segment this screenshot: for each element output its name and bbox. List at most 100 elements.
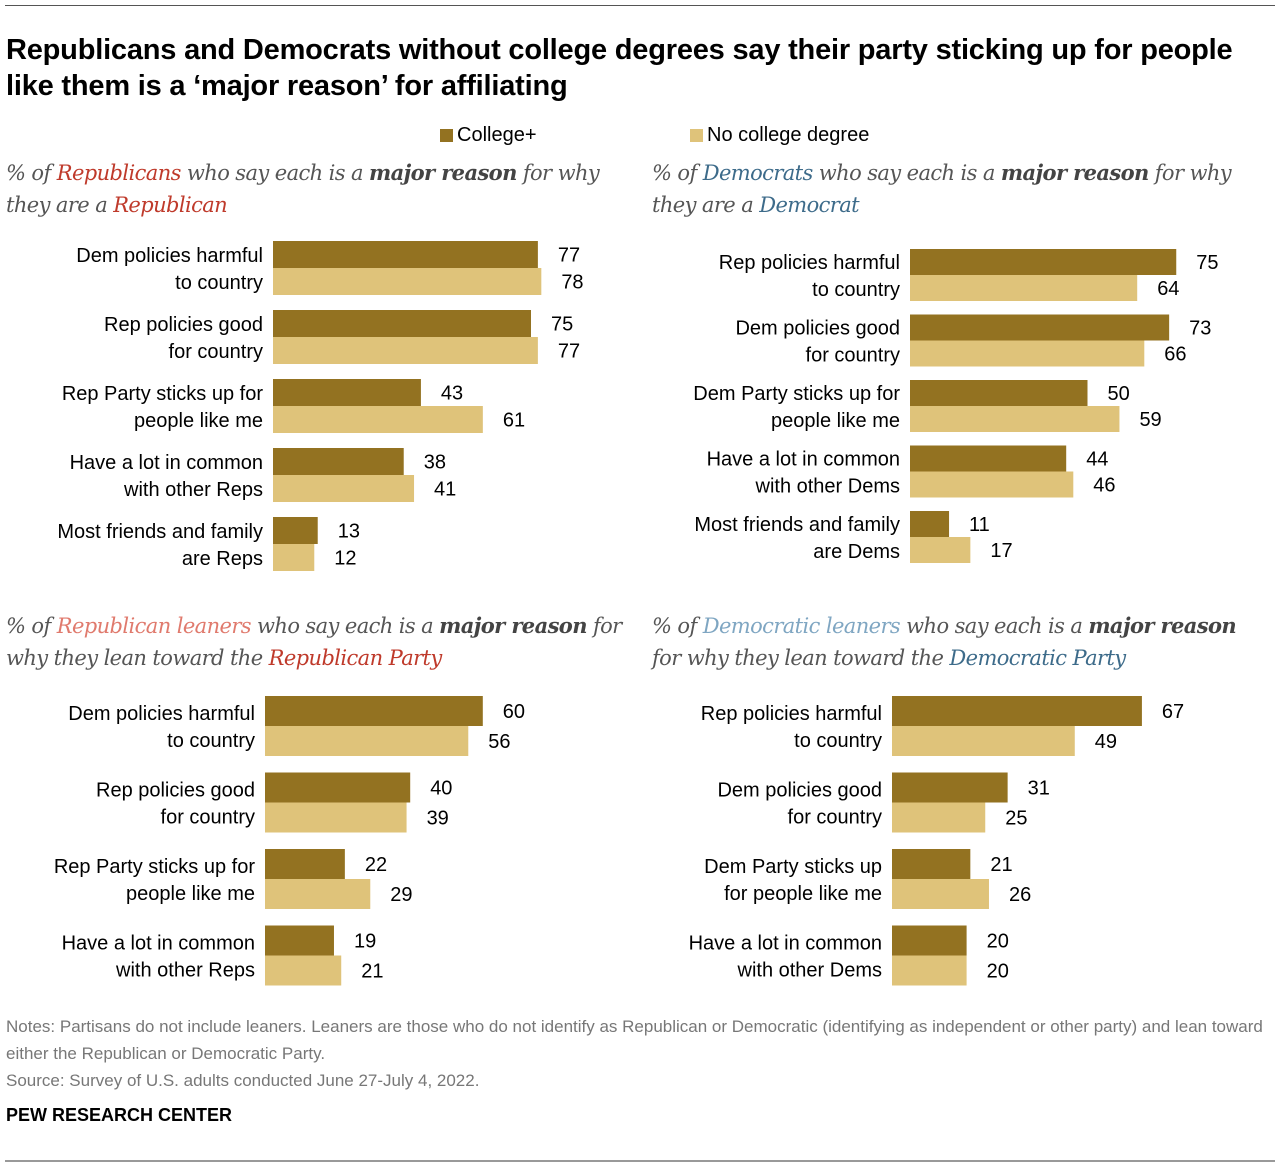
data-label: 20	[987, 931, 1009, 953]
data-label: 78	[561, 272, 583, 294]
chart-republican-leaners: Dem policies harmful to country 60 56 Rep po…	[54, 696, 525, 986]
bar-college	[892, 925, 967, 956]
subtitle-republicans: % of Republicans who say each is a major…	[6, 157, 616, 221]
bar-no-college	[273, 544, 315, 571]
category-label: Dem policies harmful to country	[76, 245, 263, 294]
data-label: 73	[1189, 318, 1211, 340]
bar-college	[265, 849, 345, 879]
bottom-rule	[5, 1160, 1275, 1162]
category-label: Dem policies good for country	[735, 318, 900, 367]
bar-college	[910, 445, 1067, 472]
bar-college	[910, 314, 1170, 341]
category-label-line: Dem Party sticks up for	[693, 383, 900, 405]
category-label-line: with other Dems	[737, 960, 883, 982]
subtitle-text: % of	[6, 614, 57, 638]
category-label: Dem policies harmful to country	[68, 703, 255, 752]
category-label-line: Dem policies harmful	[68, 703, 255, 725]
category-label: Rep Party sticks up for people like me	[62, 383, 264, 432]
category-label-line: are Reps	[182, 548, 263, 570]
bar-college	[910, 249, 1177, 275]
subtitle-group: Republicans	[56, 161, 182, 185]
bar-group: Dem policies harmful to country 77 78	[76, 241, 584, 295]
subtitle-text: who say each is a	[812, 161, 1001, 185]
subtitle-party: Republican	[113, 193, 228, 217]
category-label-line: with other Reps	[115, 960, 255, 982]
category-label-line: for country	[169, 341, 263, 363]
bar-group: Have a lot in common with other Dems 44 46	[707, 445, 1116, 498]
data-label: 59	[1139, 409, 1161, 431]
bar-group: Dem policies harmful to country 60 56	[68, 696, 525, 756]
data-label: 40	[430, 778, 452, 800]
notes: Notes: Partisans do not include leaners.…	[6, 1013, 1266, 1094]
subtitle-democrats: % of Democrats who say each is a major r…	[652, 157, 1280, 221]
category-label-line: to country	[794, 730, 882, 752]
category-label-line: Rep policies good	[104, 314, 263, 336]
data-label: 29	[390, 884, 412, 906]
data-label: 75	[551, 314, 573, 336]
category-label-line: people like me	[126, 883, 255, 905]
legend-label-college: College+	[457, 124, 537, 146]
subtitle-text: % of	[6, 161, 57, 185]
data-label: 31	[1028, 778, 1050, 800]
bar-no-college	[265, 726, 469, 756]
data-label: 21	[990, 854, 1012, 876]
chart-republicans: Dem policies harmful to country 77 78 Rep po…	[57, 241, 584, 571]
chart-democratic-leaners: Rep policies harmful to country 67 49 Dem po…	[689, 696, 1184, 986]
bar-no-college	[265, 955, 342, 986]
legend-item-college: College+	[440, 124, 537, 147]
category-label-line: are Dems	[813, 541, 900, 563]
bar-no-college	[892, 955, 967, 986]
category-label-line: Dem policies good	[717, 780, 882, 802]
category-label-line: Most friends and family	[57, 521, 263, 543]
category-label-line: Have a lot in common	[70, 452, 263, 474]
subtitle-text: for why they lean toward the	[652, 646, 950, 670]
category-label-line: with other Reps	[123, 479, 263, 501]
bar-college	[273, 241, 538, 268]
data-label: 66	[1164, 344, 1186, 366]
category-label: Dem Party sticks up for people like me	[704, 856, 882, 905]
bar-group: Rep Party sticks up for people like me 43 6…	[62, 379, 525, 433]
bar-college	[273, 448, 404, 475]
brand-logo-text: PEW RESEARCH CENTER	[6, 1105, 233, 1125]
bar-no-college	[910, 471, 1074, 498]
bar-no-college	[910, 537, 971, 563]
subtitle-text: for why they are a	[6, 161, 600, 217]
bar-college	[273, 379, 421, 406]
category-label: Rep policies good for country	[104, 314, 263, 363]
subtitle-text: % of	[652, 614, 703, 638]
bar-group: Rep policies harmful to country 75 64	[719, 249, 1219, 301]
category-label: Rep policies harmful to country	[719, 252, 900, 301]
category-label: Dem policies good for country	[717, 780, 882, 829]
bar-no-college	[273, 406, 483, 433]
top-rule	[5, 5, 1275, 6]
category-label-line: Rep Party sticks up for	[54, 856, 256, 878]
category-label-line: Most friends and family	[694, 514, 900, 536]
category-label-line: Dem policies good	[735, 318, 900, 340]
bar-college	[273, 310, 531, 337]
category-label: Rep policies good for country	[96, 780, 255, 829]
data-label: 75	[1196, 252, 1218, 274]
category-label: Dem Party sticks up for people like me	[693, 383, 900, 432]
subtitle-party: Democratic Party	[949, 646, 1126, 670]
legend-swatch-no-college	[690, 129, 703, 142]
data-label: 67	[1162, 701, 1184, 723]
bar-no-college	[273, 475, 415, 502]
bar-no-college	[910, 340, 1145, 367]
subtitle-group: Republican leaners	[56, 614, 252, 638]
bar-no-college	[910, 406, 1120, 432]
data-label: 38	[424, 452, 446, 474]
bar-college	[265, 772, 411, 803]
category-label-line: people like me	[134, 410, 263, 432]
data-label: 25	[1005, 808, 1027, 830]
subtitle-democratic-leaners: % of Democratic leaners who say each is …	[652, 610, 1262, 674]
subtitle-emphasis: major reason	[439, 613, 587, 638]
chart-democrats: Rep policies harmful to country 75 64 Dem po…	[693, 249, 1219, 563]
subtitle-text: for why they lean toward the	[6, 614, 622, 670]
category-label: Have a lot in common with other Reps	[62, 933, 255, 982]
bar-group: Most friends and family are Reps 13 12	[57, 517, 360, 571]
data-label: 26	[1009, 884, 1031, 906]
category-label-line: for country	[806, 345, 900, 367]
data-label: 11	[969, 514, 990, 536]
bar-no-college	[273, 337, 538, 364]
data-label: 46	[1093, 475, 1115, 497]
